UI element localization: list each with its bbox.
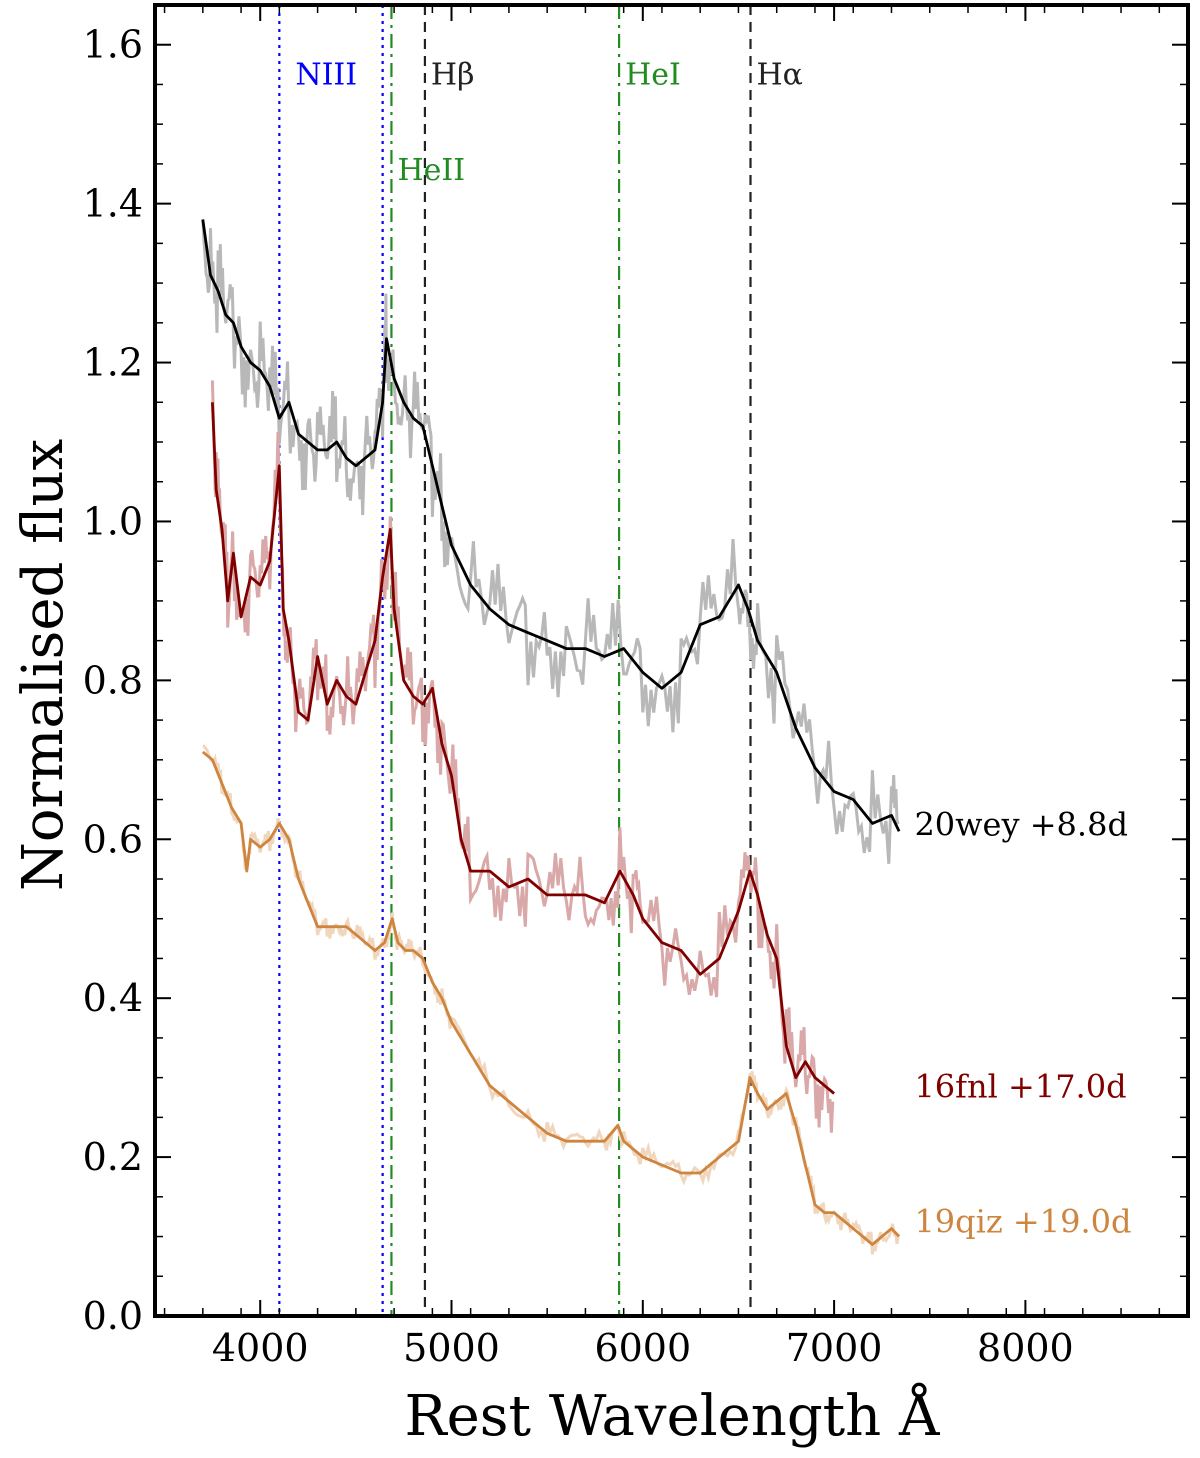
x-tick-label: 8000 xyxy=(977,1326,1074,1370)
series-label: 16fnl +17.0d xyxy=(914,1068,1126,1106)
x-tick-label: 4000 xyxy=(212,1326,309,1370)
x-tick-label: 7000 xyxy=(786,1326,883,1370)
x-axis-label: Rest Wavelength Å xyxy=(405,1382,941,1449)
reference-line-label: HeI xyxy=(625,57,681,92)
series-label: 19qiz +19.0d xyxy=(914,1203,1131,1241)
y-tick-label: 1.2 xyxy=(83,341,143,385)
series-line xyxy=(201,750,901,1246)
reference-line-label: NIII xyxy=(295,57,357,92)
reference-line-label: Hα xyxy=(757,57,803,92)
y-tick-label: 1.6 xyxy=(83,23,143,67)
series-noise xyxy=(210,380,835,1133)
y-tick-label: 0.6 xyxy=(83,817,143,861)
series-line xyxy=(211,402,835,1095)
y-tick-label: 1.0 xyxy=(83,499,143,543)
y-tick-label: 0.2 xyxy=(83,1135,143,1179)
reference-line-label: Hβ xyxy=(431,57,475,92)
y-tick-label: 0.8 xyxy=(83,658,143,702)
x-tick-label: 5000 xyxy=(403,1326,500,1370)
series-layer xyxy=(201,219,901,1255)
y-axis-label: Normalised flux xyxy=(11,439,76,891)
reference-lines xyxy=(278,5,752,1316)
x-tick-label: 6000 xyxy=(594,1326,691,1370)
series-noise xyxy=(202,744,900,1255)
plot-frame xyxy=(153,3,1190,1318)
series-label: 20wey +8.8d xyxy=(914,805,1127,843)
y-tick-label: 0.4 xyxy=(83,976,143,1020)
axes: 4000 5000 6000 7000 8000 0.0 0.2 0.4 0.6 0.8 1.0 1.… xyxy=(83,3,1190,1370)
labels: NIII HeII Hβ HeI Hα 20wey +8.8d 16fnl +17.0d 19… xyxy=(295,57,1131,1240)
y-tick-label: 0.0 xyxy=(83,1294,143,1338)
reference-line-label: HeII xyxy=(397,153,465,188)
series-noise xyxy=(201,219,900,864)
y-tick-label: 1.4 xyxy=(83,182,143,226)
series-line xyxy=(201,219,901,832)
